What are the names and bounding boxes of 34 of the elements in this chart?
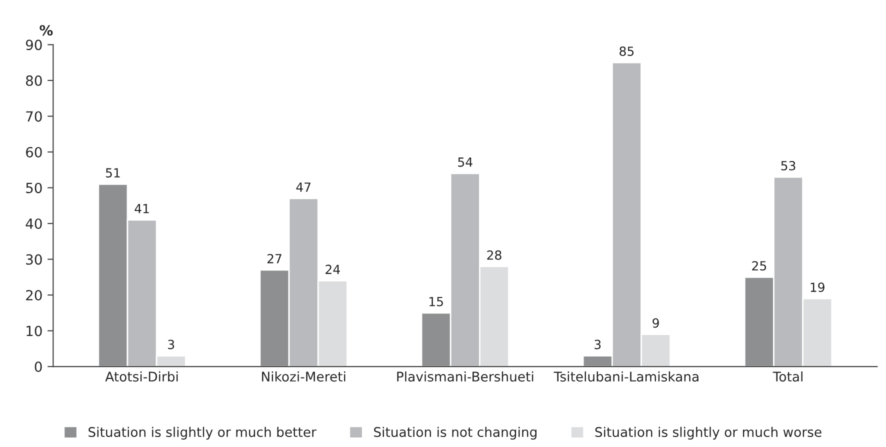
y-tick-label: 0	[34, 362, 42, 372]
y-tick-label: 50	[26, 182, 42, 194]
data-label: 28	[487, 250, 502, 260]
data-label: 85	[620, 46, 634, 56]
y-tick-label: 40	[26, 218, 42, 229]
data-label: 25	[752, 261, 766, 271]
data-label: 54	[458, 158, 472, 167]
data-label: 41	[134, 204, 149, 214]
data-label: 9	[652, 318, 659, 328]
y-tick-label: 90	[26, 40, 42, 50]
y-axis-title: %	[40, 25, 53, 36]
y-tick-label: 10	[26, 326, 42, 336]
legend-label: Situation is slightly or much worse	[595, 426, 822, 440]
legend-label: Situation is slightly or much better	[88, 426, 316, 440]
data-label: 27	[267, 254, 282, 264]
x-tick-label: Total	[772, 371, 802, 382]
x-tick-label: Tsitelubani-Lamiskana	[554, 371, 698, 382]
data-label: 51	[106, 168, 120, 178]
data-label: 19	[810, 282, 824, 292]
legend-label: Situation is not changing	[374, 426, 536, 440]
y-tick-label: 20	[26, 290, 42, 300]
y-tick-label: 30	[26, 254, 42, 265]
y-tick-label: 80	[26, 75, 42, 86]
data-label: 53	[781, 160, 796, 170]
data-label: 24	[326, 264, 340, 274]
data-label: 47	[296, 182, 310, 192]
data-label: 3	[594, 340, 601, 350]
x-tick-label: Plavismani-Bershueti	[397, 371, 534, 382]
y-tick-label: 60	[26, 146, 42, 158]
y-tick-label: 70	[26, 111, 42, 122]
x-tick-label: Nikozi-Mereti	[262, 371, 346, 382]
data-label: 15	[429, 297, 443, 306]
x-tick-label: Atotsi-Dirbi	[105, 371, 178, 382]
data-label: 3	[168, 340, 174, 350]
